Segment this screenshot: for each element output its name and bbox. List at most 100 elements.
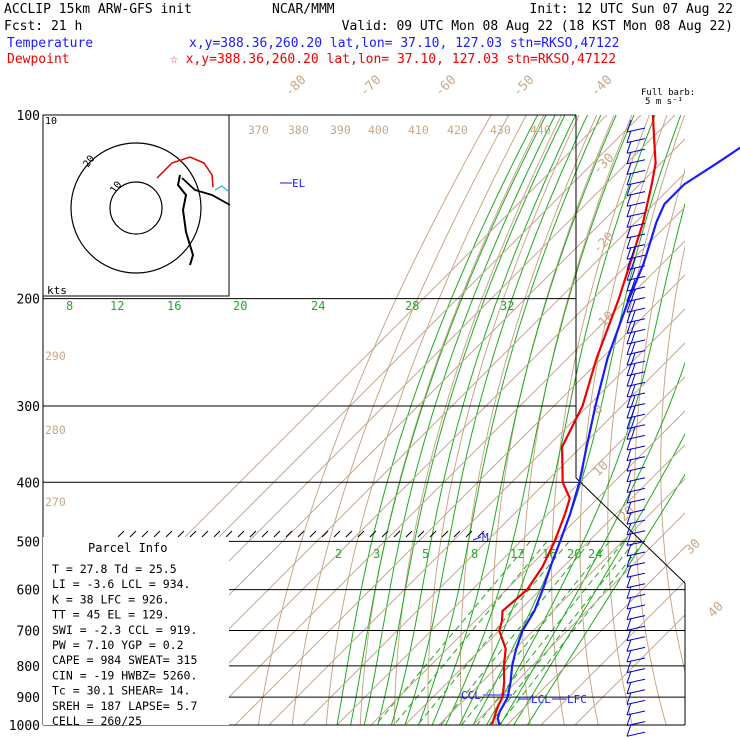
isotherm [166,206,685,725]
mixing-ratio-label: 2 [335,547,342,561]
parcel-info-row: Tc = 30.1 SHEAR= 14. [52,684,190,698]
moist-adiabat [350,115,547,725]
wind-barb [626,490,646,504]
legend-temperature-info: x,y=388.36,260.20 lat,lon= 37.10, 127.03… [189,36,619,51]
dry-adiabat [711,115,740,725]
parcel-info-title: Parcel Info [88,541,167,555]
wind-barb [626,257,646,271]
isotherm [302,342,685,725]
moist-adiabat [363,115,556,725]
pressure-label: 200 [17,293,40,308]
header-init: Init: 12 UTC Sun 07 Aug 22 [530,2,734,17]
mixing-ratio-line [498,541,645,725]
wind-barb [626,459,646,472]
pressure-label: 600 [17,584,40,599]
temperature-trace [496,146,740,726]
theta-e-label: 24 [311,299,325,313]
parcel-info-box: Parcel Info T = 27.8 Td = 25.5LI = -3.6 … [43,537,229,728]
wind-barb [626,575,646,589]
mixing-ratio-line [440,541,591,725]
wind-barb [626,353,646,366]
theta-label: 370 [248,123,269,137]
wind-barb [626,416,646,430]
legend-dewpoint-info: ☆ x,y=388.36,260.20 lat,lon= 37.10, 127.… [170,52,616,67]
wind-barb [626,130,646,144]
moist-adiabat [513,433,685,725]
wind-barb [626,342,646,356]
theta-label: 270 [45,495,66,509]
annotation-lcl: LCL [531,693,551,706]
wind-barb [626,671,646,684]
moist-adiabat [472,115,682,725]
wind-barb [626,448,646,462]
theta-e-label: 16 [167,299,181,313]
wind-barb [626,618,646,631]
wind-barb [626,607,646,621]
wind-barb [626,639,646,652]
pressure-label: 900 [17,691,40,706]
annotation-m: M [482,531,489,544]
parcel-info-row: T = 27.8 Td = 25.5 [52,562,177,576]
isotherm-label: -30 [590,151,617,178]
header-fcst: Fcst: 21 h [4,19,82,34]
mixing-ratio-label: 20 [567,547,581,561]
wind-barb [626,204,646,218]
parcel-info-row: SREH = 187 LAPSE= 5.7 [52,699,197,713]
isotherm [540,580,685,725]
parcel-info-row: SWI = -2.3 CCL = 919. [52,623,197,637]
pressure-label: 700 [17,625,40,640]
wind-barb [626,724,646,737]
wind-barb [626,225,646,239]
parcel-info-row: CIN = -19 HWBZ= 5260. [52,668,197,682]
wind-barb [626,289,646,303]
isotherm-label: 40 [705,599,727,621]
wind-barb [626,278,646,292]
theta-label: 420 [447,123,468,137]
wind-barb [626,300,646,313]
wind-barb [626,183,646,197]
legend-temperature-label: Temperature [7,36,93,51]
wind-barb [626,247,646,260]
isotherm-label: -70 [357,73,384,100]
wind-barb [626,194,646,207]
dry-adiabat [257,115,492,725]
wind-barb [626,554,646,568]
parcel-info-row: LI = -3.6 LCL = 934. [52,577,190,591]
theta-label: 410 [408,123,429,137]
isotherm [574,614,685,725]
moist-adiabat [390,115,577,725]
pressure-label: 400 [17,476,40,491]
isotherm [506,546,685,725]
wind-barb [626,596,646,610]
theta-e-label: 12 [110,299,124,313]
theta-label: 440 [530,123,551,137]
wind-barb [626,522,646,536]
pressure-label: 1000 [9,719,40,734]
isotherm-label: -50 [510,73,537,100]
dry-adiabats [257,115,740,725]
annotations: EL M CCL LCL LFC [280,177,587,706]
wind-barb [626,565,646,578]
moist-adiabat [458,115,656,725]
moist-adiabat [336,115,539,725]
theta-e-label: 8 [66,299,73,313]
moist-adiabat [445,115,635,725]
isotherm [132,172,685,725]
wind-barb [626,469,646,483]
theta-label: 400 [368,123,389,137]
parcel-info-row: TT = 45 EL = 129. [52,608,170,622]
barb-key-units: 5 m s⁻¹ [645,97,683,107]
wind-barb [626,713,646,727]
isotherm [404,444,685,725]
hodograph-corner-ring: 10 [45,116,57,127]
wind-barb [626,702,646,716]
header-org: NCAR/MMM [272,2,335,17]
header-model: ACCLIP 15km ARW-GFS init [4,2,192,17]
theta-label: 290 [45,349,66,363]
dry-adiabat [660,244,685,674]
wind-barb [626,660,646,674]
wind-barb [626,533,646,546]
isotherm [200,240,685,725]
dry-adiabat [634,168,685,725]
